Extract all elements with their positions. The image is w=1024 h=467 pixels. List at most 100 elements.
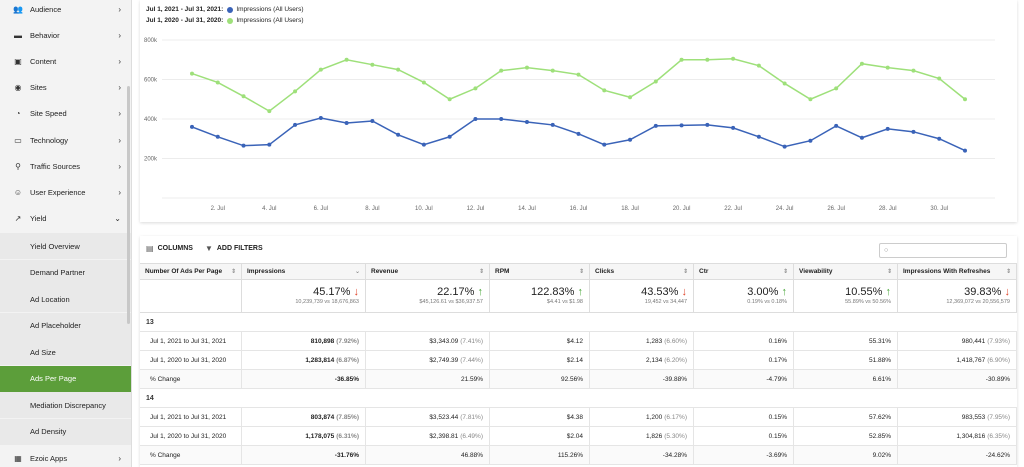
data-point — [370, 118, 375, 123]
table-cell: 92.56% — [490, 370, 590, 389]
cell-value: 803,874 — [310, 414, 335, 421]
legend-dot-icon — [227, 6, 234, 13]
data-point — [344, 57, 349, 62]
summary-cell: 43.53% ↓ 19,452 vs 34,447 — [590, 280, 694, 313]
cell-value: Jul 1, 2020 to Jul 31, 2020 — [150, 357, 227, 364]
summary-cell: 45.17% ↓ 10,239,739 vs 18,676,863 — [242, 280, 366, 313]
chevron-icon: › — [118, 83, 121, 93]
cell-value: $2.14 — [566, 357, 583, 364]
cell-value: % Change — [150, 452, 181, 459]
cell-value: 1,283,814 — [305, 357, 335, 364]
legend-item-2021[interactable]: Jul 1, 2021 - Jul 31, 2021: Impressions … — [146, 6, 304, 13]
arrow-up-icon: ↑ — [882, 286, 891, 298]
sidebar-item-traffic-sources[interactable]: ⚲ Traffic Sources › — [0, 153, 131, 179]
data-point — [215, 134, 220, 139]
add-filters-button[interactable]: ▼ ADD FILTERS — [205, 244, 263, 253]
sidebar-item-site-speed[interactable]: ◔ Site Speed › — [0, 101, 131, 127]
table-cell: 1,283,814 (6.87%) — [242, 351, 366, 370]
sidebar-item-label: User Experience — [30, 187, 86, 197]
sidebar-item-label: Audience — [30, 4, 62, 14]
data-point — [473, 117, 478, 121]
data-point — [834, 86, 839, 91]
sidebar-item-content[interactable]: ▣ Content › — [0, 48, 131, 74]
arrow-up-icon: ↑ — [474, 286, 483, 298]
summary-cell: 39.83% ↓ 12,369,072 vs 20,556,579 — [898, 280, 1017, 313]
cell-value: $3,343.09 — [429, 338, 459, 345]
data-point — [705, 122, 710, 127]
legend-label: Impressions (All Users) — [236, 6, 304, 13]
arrow-up-icon: ↑ — [778, 286, 787, 298]
columns-button[interactable]: ▤ COLUMNS — [146, 244, 193, 253]
columns-label: COLUMNS — [157, 245, 193, 252]
column-header-clicks[interactable]: Clicks ⇕ — [590, 263, 694, 280]
data-point — [576, 131, 581, 136]
sidebar-subitem-demand-partner[interactable]: Demand Partner — [0, 259, 131, 286]
cell-share: (6.60%) — [664, 338, 687, 345]
table-cell: $3,523.44 (7.81%) — [366, 408, 490, 427]
x-tick-label: 26. Jul — [827, 206, 845, 212]
cell-share: (6.49%) — [460, 433, 483, 440]
sidebar-item-technology[interactable]: ▭ Technology › — [0, 127, 131, 153]
cell-value: -34.28% — [662, 452, 687, 459]
data-point — [241, 143, 246, 148]
table-search-input[interactable]: ○ — [879, 243, 1007, 258]
sidebar-subitem-ad-placeholder[interactable]: Ad Placeholder — [0, 312, 131, 339]
column-header-ctr[interactable]: Ctr ⇕ — [694, 263, 794, 280]
cell-share: (7.92%) — [336, 338, 359, 345]
summary-compare: 12,369,072 vs 20,556,579 — [946, 299, 1010, 305]
sidebar-item-sites[interactable]: ◉ Sites › — [0, 75, 131, 101]
column-header-impressions[interactable]: Impressions ⌄ — [242, 263, 366, 280]
data-point — [859, 61, 864, 66]
cell-value: 1,178,075 — [305, 433, 335, 440]
sidebar-scrollbar[interactable] — [127, 86, 130, 324]
data-point — [602, 88, 607, 93]
sidebar-subitem-mediation-discrepancy[interactable]: Mediation Discrepancy — [0, 392, 131, 418]
data-point — [834, 123, 839, 128]
sidebar-item-label: Yield — [30, 214, 47, 224]
cell-value: 52.85% — [868, 433, 891, 440]
cell-value: $2,398.81 — [429, 433, 459, 440]
data-point — [885, 126, 890, 131]
table-cell: $3,343.09 (7.41%) — [366, 332, 490, 351]
sidebar-subitem-ad-size[interactable]: Ad Size — [0, 339, 131, 365]
sidebar-subitem-ad-location[interactable]: Ad Location — [0, 286, 131, 312]
cell-value: -4.79% — [766, 376, 787, 383]
sidebar-item-audience[interactable]: 👥 Audience › — [0, 0, 131, 22]
x-tick-label: 8. Jul — [365, 206, 379, 212]
content-icon: ▣ — [14, 56, 22, 66]
sidebar-item-ezoic-apps[interactable]: ▦ Ezoic Apps › — [0, 445, 131, 467]
data-point — [447, 134, 452, 139]
column-header-impressions-with-refreshes[interactable]: Impressions With Refreshes ⇕ — [898, 263, 1017, 280]
cell-value: $2,749.39 — [429, 357, 459, 364]
sidebar-item-behavior[interactable]: ▬ Behavior › — [0, 22, 131, 48]
table-cell: 1,826 (5.30%) — [590, 427, 694, 446]
sidebar-subitem-ads-per-page[interactable]: Ads Per Page — [0, 365, 131, 392]
summary-change: 122.83% — [531, 286, 575, 298]
table-cell: -24.62% — [898, 446, 1017, 465]
column-header-revenue[interactable]: Revenue ⇕ — [366, 263, 490, 280]
sidebar-subitem-yield-overview[interactable]: Yield Overview — [0, 233, 131, 259]
column-header-rpm[interactable]: RPM ⇕ — [490, 263, 590, 280]
data-point — [447, 97, 452, 102]
sidebar-item-yield[interactable]: ↗ Yield ⌄ — [0, 206, 131, 232]
data-point — [756, 134, 761, 139]
data-point — [499, 68, 504, 73]
column-header-viewability[interactable]: Viewability ⇕ — [794, 263, 898, 280]
table-cell: 0.16% — [694, 332, 794, 351]
sidebar-subitem-label: Ad Density — [30, 427, 67, 436]
sidebar-subitem-ad-density[interactable]: Ad Density — [0, 418, 131, 445]
x-tick-label: 28. Jul — [879, 206, 897, 212]
summary-change: 43.53% — [641, 286, 679, 298]
sidebar-item-label: Traffic Sources — [30, 161, 81, 171]
table-cell: 51.88% — [794, 351, 898, 370]
row-label-cell: Jul 1, 2020 to Jul 31, 2020 — [140, 351, 242, 370]
cell-value: -39.88% — [662, 376, 687, 383]
chevron-icon: › — [118, 56, 121, 66]
column-header-label: Number Of Ads Per Page — [145, 268, 223, 275]
table-cell: 57.62% — [794, 408, 898, 427]
group-label: 13 — [146, 318, 154, 326]
sidebar-item-user-experience[interactable]: ☺ User Experience › — [0, 179, 131, 205]
legend-item-2020[interactable]: Jul 1, 2020 - Jul 31, 2020: Impressions … — [146, 17, 304, 24]
cell-value: $4.12 — [566, 338, 583, 345]
column-header-number-of-ads-per-page[interactable]: Number Of Ads Per Page ⇕ — [140, 263, 242, 280]
